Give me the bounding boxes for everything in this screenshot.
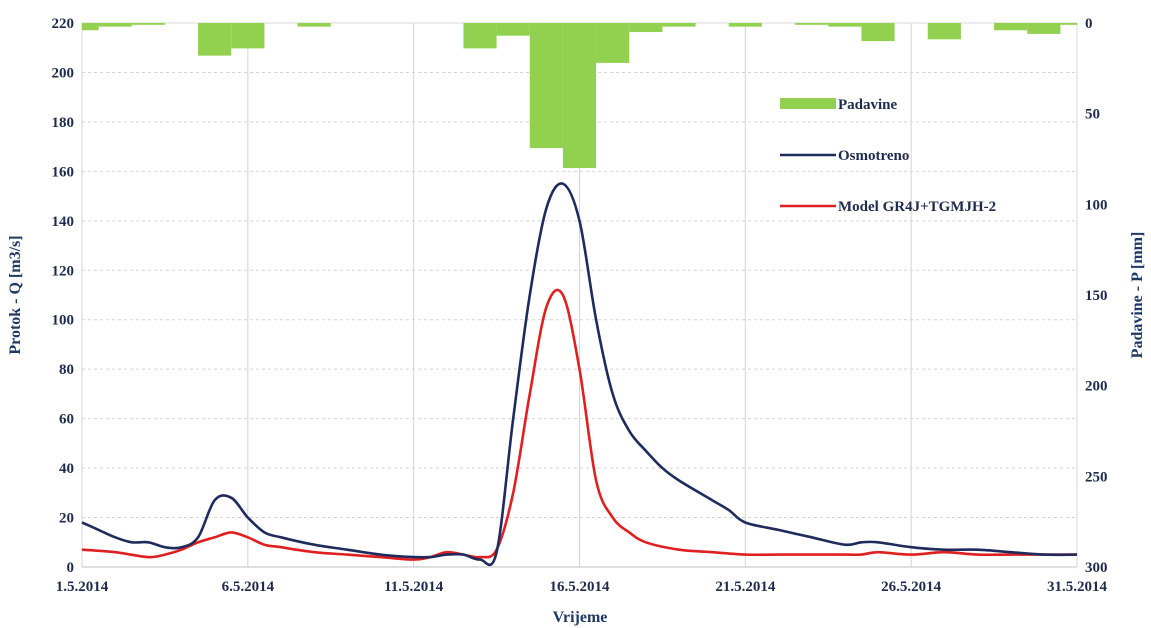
padavine-bar [629,23,663,33]
padavine-bar [994,23,1028,31]
x-tick-label: 1.5.2014 [56,579,109,595]
padavine-bar [662,23,696,27]
x-tick-label: 16.5.2014 [550,579,611,595]
y-tick-label: 80 [59,362,74,378]
padavine-bar [98,23,132,27]
x-tick-label: 26.5.2014 [881,579,942,595]
y-tick-label: 0 [67,560,75,576]
legend-item-padavine: Padavine [780,97,898,113]
y-axis-title: Protok - Q [m3/s] [7,235,24,354]
padavine-bar [463,23,497,49]
padavine-bar [795,23,829,25]
padavine-bar [861,23,895,42]
y2-tick-label: 200 [1085,379,1108,395]
y2-tick-label: 150 [1085,288,1108,304]
padavine-bar [82,23,99,31]
padavine-bar [927,23,961,40]
y2-tick-label: 250 [1085,469,1108,485]
padavine-bar [1060,23,1077,25]
padavine-bar [562,23,597,169]
right-axis-ticks: 0 50 100 150 200 250 300 [1085,16,1108,576]
legend-label-osmotreno: Osmotreno [838,148,909,164]
y2-axis-title: Padavine - P [mm] [1129,232,1146,359]
y-tick-label: 220 [52,16,75,32]
padavine-bar [596,23,630,63]
padavine-bar [131,23,165,25]
legend: Padavine Osmotreno Model GR4J+TGMJH-2 [780,97,996,215]
x-tick-label: 6.5.2014 [222,579,275,595]
padavine-bar [828,23,862,27]
y-tick-label: 160 [52,164,75,180]
model-line [81,288,1077,561]
y2-tick-label: 300 [1085,560,1108,576]
flow-lines [81,182,1078,567]
y2-tick-label: 100 [1085,197,1108,213]
padavine-bar [529,23,563,149]
x-tick-label: 21.5.2014 [715,579,776,595]
padavine-bar [297,23,331,27]
padavine-bar [728,23,762,27]
y-tick-label: 100 [52,313,75,329]
y2-tick-label: 50 [1085,107,1100,123]
left-axis-ticks: 0 20 40 60 80 100 120 140 160 180 200 220 [52,16,75,576]
legend-label-padavine: Padavine [838,97,898,113]
y-tick-label: 20 [59,511,74,527]
x-axis-ticks: 1.5.2014 6.5.2014 11.5.2014 16.5.2014 21.5.2… [56,579,1108,595]
y-tick-label: 60 [59,412,74,428]
x-axis-title: Vrijeme [553,609,608,626]
padavine-bar [198,23,232,56]
legend-label-model: Model GR4J+TGMJH-2 [838,199,996,215]
padavine-bars [82,23,1077,169]
osmotreno-line [81,182,1078,567]
legend-item-model: Model GR4J+TGMJH-2 [780,199,996,215]
y-tick-label: 140 [52,214,75,230]
y2-tick-label: 0 [1085,16,1093,32]
x-tick-label: 11.5.2014 [384,579,444,595]
y-tick-label: 120 [52,263,75,279]
padavine-bar [1027,23,1061,34]
y-tick-label: 40 [59,461,74,477]
padavine-bar [496,23,530,36]
legend-item-osmotreno: Osmotreno [780,148,909,164]
x-tick-label: 31.5.2014 [1047,579,1108,595]
padavine-bar [231,23,265,49]
y-tick-label: 180 [52,115,75,131]
legend-swatch-padavine [780,98,836,109]
y-tick-label: 200 [52,65,75,81]
